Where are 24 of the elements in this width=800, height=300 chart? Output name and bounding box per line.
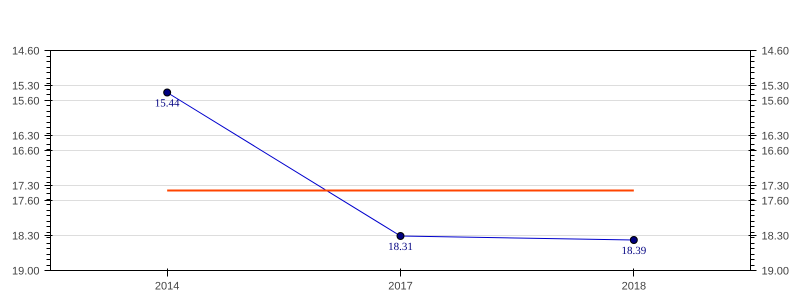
- y2-tick-label: 17.60: [762, 196, 790, 208]
- y-tick-label: 18.30: [12, 230, 40, 242]
- data-label: 18.39: [621, 245, 647, 257]
- x-tick-label: 2017: [388, 280, 413, 292]
- data-label: 15.44: [154, 98, 180, 110]
- x-tick-label: 2014: [154, 280, 180, 292]
- y-tick-label: 16.60: [12, 146, 40, 158]
- y2-tick-label: 15.30: [762, 80, 790, 92]
- data-label: 18.31: [388, 241, 413, 253]
- x-tick-label: 2018: [622, 280, 646, 292]
- y-tick-label: 17.60: [12, 196, 40, 208]
- y2-tick-label: 14.60: [762, 46, 790, 58]
- y-tick-label: 15.30: [12, 80, 40, 92]
- y-tick-label: 14.60: [12, 46, 40, 58]
- y-tick-label: 16.30: [12, 130, 40, 142]
- y-tick-label: 15.60: [12, 96, 40, 108]
- y-tick-label: 17.30: [12, 180, 40, 192]
- y2-tick-label: 16.30: [762, 130, 790, 142]
- y2-tick-label: 16.60: [762, 146, 790, 158]
- y-tick-label: 19.00: [12, 266, 40, 278]
- y2-tick-label: 19.00: [762, 266, 790, 278]
- y2-tick-label: 18.30: [762, 230, 790, 242]
- y2-tick-label: 15.60: [762, 96, 790, 108]
- y2-tick-label: 17.30: [762, 180, 790, 192]
